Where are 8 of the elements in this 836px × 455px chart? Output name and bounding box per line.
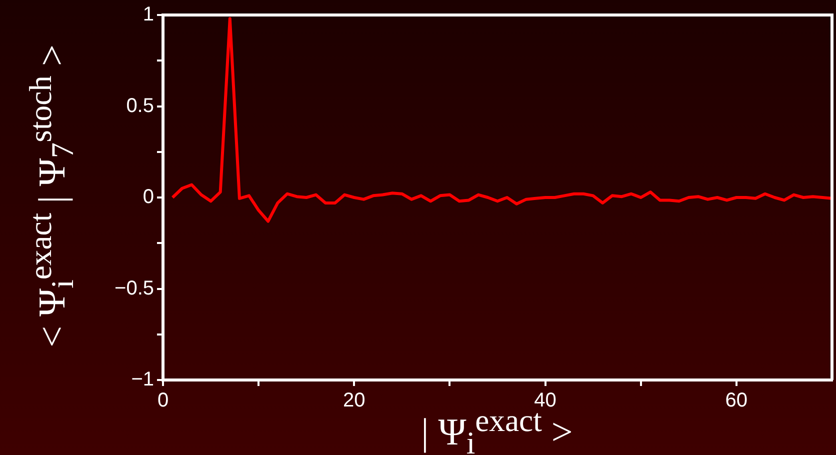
y-tick-label: 0.5 — [126, 94, 154, 117]
x-tick-label: 60 — [725, 390, 748, 412]
y-tick-label: 0 — [142, 186, 154, 208]
y-tick-label: 1 — [142, 4, 154, 26]
x-tick-label: 20 — [343, 390, 366, 412]
y-tick-label: −0.5 — [114, 277, 154, 300]
x-tick-label: 0 — [157, 390, 169, 412]
y-tick-label: −1 — [131, 368, 154, 391]
